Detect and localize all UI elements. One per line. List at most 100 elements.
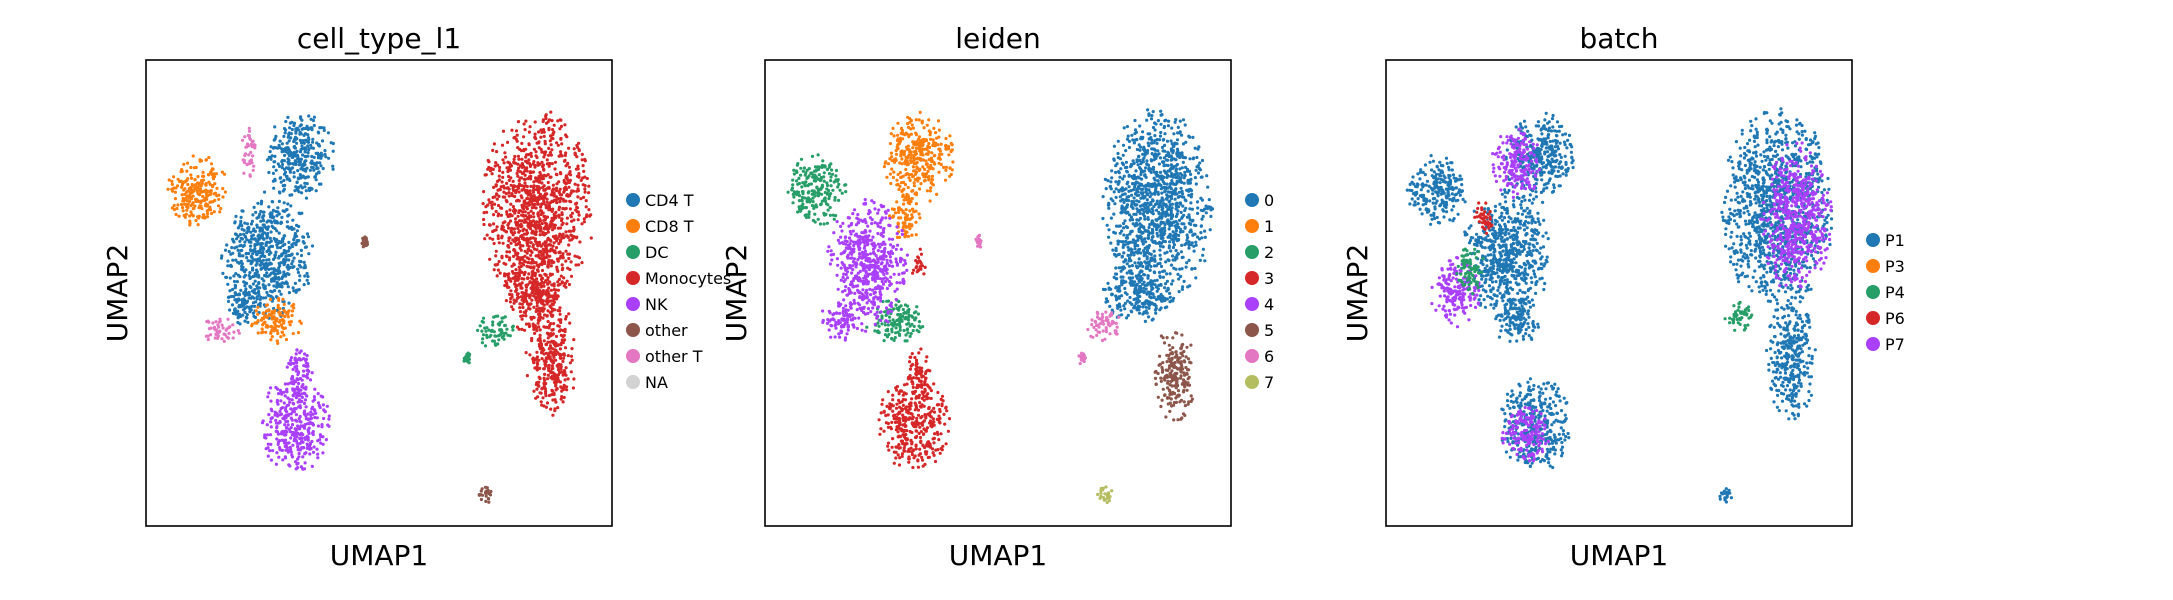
scatter-point xyxy=(917,212,921,216)
scatter-point xyxy=(534,154,538,158)
scatter-point xyxy=(840,229,844,233)
scatter-point xyxy=(285,208,289,212)
scatter-point xyxy=(844,304,848,308)
scatter-point xyxy=(805,168,809,172)
scatter-point xyxy=(316,171,320,175)
scatter-point xyxy=(533,324,537,328)
scatter-point xyxy=(497,259,501,264)
scatter-point xyxy=(907,133,911,137)
scatter-point xyxy=(542,382,546,386)
scatter-point xyxy=(891,175,896,180)
scatter-point xyxy=(847,236,852,240)
scatter-point xyxy=(566,252,570,256)
scatter-point xyxy=(917,118,921,122)
legend-item: DC xyxy=(626,243,669,262)
scatter-point xyxy=(275,285,279,289)
scatter-point xyxy=(865,301,869,305)
scatter-point xyxy=(226,264,230,268)
scatter-point xyxy=(901,137,905,141)
scatter-point xyxy=(250,322,254,326)
scatter-point xyxy=(259,209,263,214)
scatter-point xyxy=(892,307,896,311)
scatter-point xyxy=(258,212,262,216)
scatter-point xyxy=(269,386,273,390)
scatter-point xyxy=(301,455,305,459)
scatter-point xyxy=(280,166,284,170)
scatter-point xyxy=(583,157,587,162)
scatter-point xyxy=(822,222,826,226)
scatter-point xyxy=(539,284,543,288)
scatter-point xyxy=(271,171,275,175)
scatter-point xyxy=(510,264,514,268)
scatter-point xyxy=(500,227,504,231)
scatter-point xyxy=(518,219,522,223)
scatter-point xyxy=(277,298,281,302)
scatter-point xyxy=(501,175,505,179)
scatter-point xyxy=(315,447,319,451)
scatter-point xyxy=(833,195,837,200)
scatter-point xyxy=(290,262,294,266)
scatter-point xyxy=(545,200,549,204)
scatter-point xyxy=(544,357,548,361)
scatter-point xyxy=(236,329,240,333)
scatter-point xyxy=(530,336,534,341)
scatter-point xyxy=(534,358,538,362)
scatter-point xyxy=(184,212,188,216)
scatter-point xyxy=(527,190,531,194)
scatter-point xyxy=(587,208,591,212)
scatter-point xyxy=(542,168,546,172)
scatter-point xyxy=(292,138,296,143)
scatter-point xyxy=(502,161,506,165)
scatter-point xyxy=(917,320,922,324)
scatter-point xyxy=(540,268,545,273)
scatter-point xyxy=(529,253,533,257)
scatter-point xyxy=(238,239,242,243)
scatter-point xyxy=(917,143,921,147)
scatter-point xyxy=(307,369,311,373)
scatter-point xyxy=(259,295,263,299)
scatter-point xyxy=(533,120,537,124)
scatter-point xyxy=(543,325,548,329)
scatter-point xyxy=(304,189,308,193)
scatter-point xyxy=(889,309,894,313)
scatter-point xyxy=(910,223,914,227)
legend-item: CD4 T xyxy=(626,191,694,210)
scatter-point xyxy=(898,325,902,329)
scatter-point xyxy=(207,327,211,331)
scatter-point xyxy=(303,398,307,402)
legend-item: NA xyxy=(626,373,668,392)
scatter-point xyxy=(895,183,899,187)
scatter-point xyxy=(873,287,877,291)
scatter-point xyxy=(312,123,316,128)
scatter-point xyxy=(509,229,513,233)
scatter-point xyxy=(304,417,308,421)
scatter-point xyxy=(480,329,484,333)
scatter-point xyxy=(567,165,572,169)
scatter-point xyxy=(514,239,518,243)
scatter-point xyxy=(261,296,265,300)
scatter-point xyxy=(211,321,215,325)
scatter-point xyxy=(190,190,194,195)
scatter-point xyxy=(511,205,515,209)
scatter-point xyxy=(267,246,271,250)
scatter-point xyxy=(273,160,277,164)
scatter-point xyxy=(564,259,568,263)
scatter-point xyxy=(527,201,531,205)
scatter-point xyxy=(525,241,529,245)
scatter-point xyxy=(247,129,252,133)
scatter-point xyxy=(252,274,256,278)
scatter-point xyxy=(931,138,935,142)
scatter-point xyxy=(544,193,548,197)
scatter-point xyxy=(927,178,931,182)
scatter-point xyxy=(303,150,307,154)
scatter-point xyxy=(288,170,292,174)
scatter-point xyxy=(272,145,276,150)
scatter-point xyxy=(529,154,534,158)
scatter-point xyxy=(944,165,949,169)
scatter-point xyxy=(276,162,280,166)
scatter-point xyxy=(282,302,286,306)
scatter-point xyxy=(546,377,550,381)
scatter-point xyxy=(529,224,533,228)
scatter-point xyxy=(900,157,904,161)
scatter-point xyxy=(249,237,254,241)
